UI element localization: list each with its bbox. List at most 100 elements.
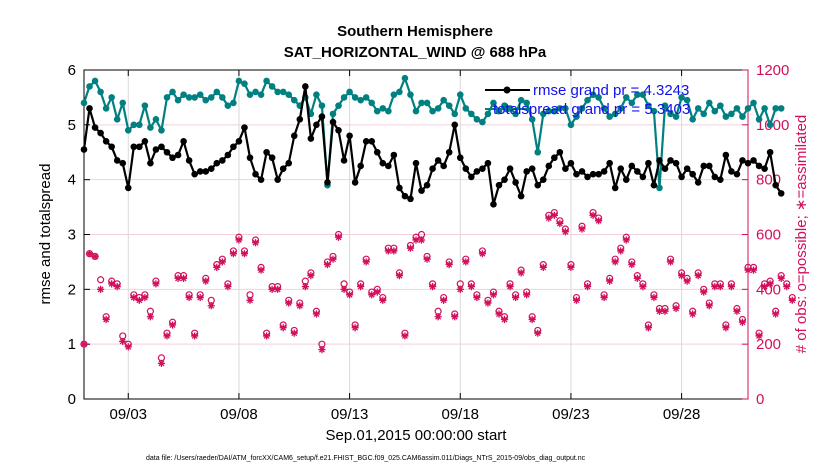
obs-assimilated-point <box>749 266 758 274</box>
rmse-point <box>728 168 735 175</box>
rmse-point <box>578 168 586 175</box>
obs-assimilated-point <box>224 282 232 291</box>
totalspread-point <box>761 105 768 112</box>
totalspread-point <box>639 91 647 98</box>
totalspread-point <box>401 74 409 82</box>
obs-assimilated-point <box>440 296 448 304</box>
totalspread-point <box>667 110 674 118</box>
obs-assimilated-point <box>788 296 796 304</box>
rmse-point <box>434 157 442 164</box>
obs-assimilated-point <box>246 296 254 304</box>
rmse-point <box>611 184 619 192</box>
obs-assimilated-point <box>600 293 608 302</box>
rmse-point <box>91 124 99 131</box>
totalspread-point <box>368 99 376 107</box>
obs-assimilated-point <box>312 310 320 318</box>
obs-assimilated-point <box>157 359 166 367</box>
obs-assimilated-point <box>390 247 398 255</box>
obs-assimilated-point <box>589 211 597 219</box>
obs-assimilated-point <box>672 304 680 313</box>
rmse-point <box>595 170 602 178</box>
totalspread-point <box>578 105 586 112</box>
totalspread-point <box>147 124 154 131</box>
rmse-point <box>705 162 713 170</box>
obs-assimilated-point <box>539 263 547 271</box>
rmse-point <box>401 192 409 200</box>
obs-assimilated-point <box>85 250 94 258</box>
totalspread-point <box>650 107 658 115</box>
totalspread-point <box>434 105 442 112</box>
totalspread-point <box>545 107 553 115</box>
totalspread-point <box>617 105 625 112</box>
rmse-point <box>235 137 243 145</box>
totalspread-point <box>158 127 165 134</box>
obs-assimilated-point <box>301 282 309 291</box>
totalspread-point <box>717 102 724 109</box>
totalspread-point <box>750 99 757 107</box>
rmse-point <box>362 137 370 145</box>
rmse-point <box>335 127 342 134</box>
totalspread-point <box>517 96 525 104</box>
obs-assimilated-point <box>357 282 365 291</box>
obs-assimilated-point <box>368 291 376 299</box>
obs-assimilated-point <box>683 277 691 285</box>
rmse-point <box>634 168 641 175</box>
obs-assimilated-point <box>185 293 193 302</box>
y-left-tick-label: 3 <box>68 227 76 244</box>
obs-assimilated-point <box>395 272 403 280</box>
obs-assimilated-point <box>445 261 453 269</box>
obs-possible-point <box>96 276 105 284</box>
totalspread-point <box>235 77 243 85</box>
totalspread-point <box>163 94 171 101</box>
rmse-point <box>230 143 237 151</box>
obs-assimilated-point <box>622 236 630 244</box>
obs-assimilated-point <box>163 332 171 340</box>
totalspread-point <box>274 88 281 96</box>
obs-assimilated-point <box>235 236 243 244</box>
totalspread-point <box>523 99 530 107</box>
rmse-point <box>501 176 508 183</box>
rmse-point <box>274 176 281 183</box>
obs-assimilated-point <box>180 274 188 282</box>
rmse-point <box>534 181 542 189</box>
rmse-point <box>108 143 115 151</box>
obs-assimilated-point <box>423 255 431 263</box>
rmse-point <box>562 165 569 172</box>
rmse-point <box>556 148 564 156</box>
rmse-point <box>351 179 359 186</box>
obs-assimilated-point <box>379 296 387 304</box>
totalspread-point <box>468 110 475 118</box>
rmse-point <box>180 137 187 145</box>
data-file-footer: data file: /Users/raeder/DAI/ATM_forcXX/… <box>146 455 586 462</box>
totalspread-point <box>246 91 254 98</box>
totalspread-point <box>407 91 414 98</box>
rmse-point <box>340 157 348 164</box>
totalspread-point <box>230 99 237 107</box>
rmse-point <box>163 148 171 156</box>
totalspread-point <box>689 116 696 123</box>
rmse-point <box>418 187 425 194</box>
obs-assimilated-point <box>152 280 160 288</box>
rmse-point <box>777 190 785 197</box>
totalspread-point <box>755 116 763 123</box>
obs-assimilated-point <box>595 217 603 225</box>
rmse-point <box>257 176 265 183</box>
rmse-point <box>744 159 752 167</box>
totalspread-point <box>102 105 110 112</box>
obs-assimilated-point <box>517 269 525 277</box>
totalspread-point <box>418 99 425 107</box>
rmse-point <box>241 124 248 131</box>
totalspread-point <box>744 105 752 112</box>
totalspread-point <box>694 105 702 112</box>
obs-assimilated-point <box>711 282 719 291</box>
rmse-point <box>324 179 331 186</box>
y-right-tick-label: 0 <box>756 391 764 408</box>
obs-assimilated-point <box>733 307 741 315</box>
rmse-point <box>495 181 503 189</box>
rmse-point <box>357 162 364 170</box>
obs-assimilated-point <box>666 258 675 266</box>
obs-assimilated-point <box>655 307 664 315</box>
totalspread-point <box>595 94 602 101</box>
totalspread-point <box>711 107 719 115</box>
rmse-point <box>80 146 88 153</box>
